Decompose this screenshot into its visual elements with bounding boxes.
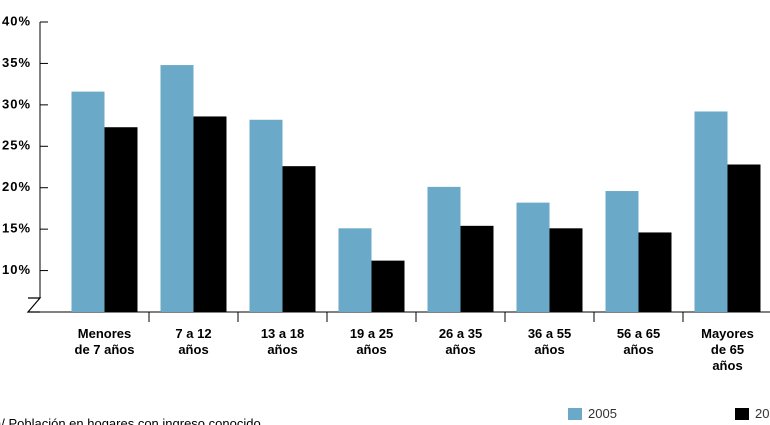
x-tick-label: Mayores de 65 años — [701, 326, 754, 373]
bar — [694, 111, 728, 312]
bar — [460, 225, 494, 312]
y-tick-label: 30% — [2, 96, 31, 111]
bar — [727, 164, 761, 312]
footnote: a/ Población en hogares con ingreso cono… — [0, 416, 265, 425]
bar — [549, 228, 583, 312]
x-tick-label: 13 a 18 años — [260, 326, 305, 357]
bar — [193, 116, 227, 312]
x-tick-label: 7 a 12 años — [175, 326, 212, 357]
legend-swatch — [735, 407, 749, 420]
bar — [71, 91, 105, 312]
bar — [516, 202, 550, 312]
y-tick-label: 15% — [2, 221, 31, 236]
bar — [282, 166, 316, 312]
bar — [338, 228, 372, 312]
plot: 10% 15% 20% 25% 30% 35% 40% — [2, 13, 770, 322]
x-tick-label: 36 a 55 años — [527, 326, 572, 357]
axis-break — [26, 297, 42, 313]
legend-swatch — [568, 407, 582, 420]
x-tick-label: Menores de 7 años — [74, 326, 135, 357]
y-tick-label: 10% — [2, 262, 31, 277]
x-tick-label: 19 a 25 años — [349, 326, 394, 357]
y-tick-label: 35% — [2, 55, 31, 70]
bar — [371, 260, 405, 312]
y-tick-label: 20% — [2, 179, 31, 194]
legend-label: 2005 — [588, 406, 617, 421]
bar — [104, 127, 138, 312]
x-tick-label: 56 a 65 años — [616, 326, 661, 357]
y-tick-label: 25% — [2, 138, 31, 153]
legend-label: 2007 — [755, 406, 770, 421]
legend-item: 2005 — [568, 406, 617, 421]
y-tick-label: 40% — [2, 13, 31, 28]
x-tick-label: 26 a 35 años — [438, 326, 483, 357]
bar — [249, 119, 283, 313]
bar — [427, 186, 461, 312]
legend-item: 2007 — [735, 406, 770, 421]
bar — [160, 65, 194, 312]
bar — [605, 191, 639, 312]
bar — [638, 232, 672, 312]
